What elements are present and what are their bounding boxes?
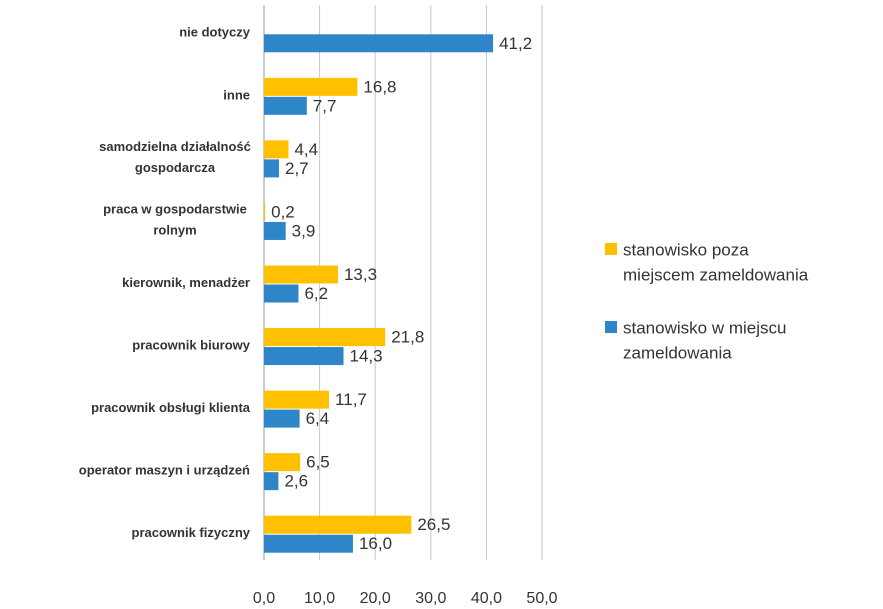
y-tick-label: nie dotyczy: [179, 25, 251, 40]
y-tick-label: operator maszyn i urządzeń: [79, 463, 250, 478]
y-tick-label: samodzielna działalność gospodarcza: [99, 139, 251, 175]
data-label: 7,7: [313, 96, 337, 115]
y-tick-label: pracownik fizyczny: [132, 525, 251, 540]
y-tick-label: kierownik, menadżer: [122, 275, 250, 290]
bar: [264, 202, 266, 221]
data-label: 16,0: [359, 534, 392, 553]
bar: [264, 265, 338, 284]
x-tick-label: 40,0: [471, 590, 502, 607]
bar: [264, 159, 280, 178]
bar: [264, 472, 279, 491]
bar: [264, 96, 307, 115]
data-label: 2,6: [284, 472, 308, 491]
legend-swatch: [605, 321, 617, 333]
bar: [264, 390, 330, 409]
bar: [264, 347, 344, 366]
bar: [264, 140, 289, 159]
bar: [264, 34, 494, 53]
x-tick-label: 20,0: [360, 590, 391, 607]
x-tick-label: 50,0: [526, 590, 557, 607]
data-label: 6,4: [306, 409, 330, 428]
data-label: 13,3: [344, 265, 377, 284]
x-tick-label: 0,0: [253, 590, 275, 607]
x-tick-label: 30,0: [415, 590, 446, 607]
y-tick-label: pracownik biurowy: [132, 337, 251, 352]
data-label: 11,7: [335, 390, 367, 409]
bar: [264, 221, 286, 240]
bar: [264, 515, 412, 534]
y-tick-label: inne: [223, 87, 250, 102]
data-label: 41,2: [499, 34, 532, 53]
data-label: 26,5: [417, 515, 450, 534]
legend-label: stanowisko w miejscu zameldowania: [623, 319, 786, 363]
data-label: 0,2: [271, 202, 295, 221]
data-label: 16,8: [363, 77, 396, 96]
bar: [264, 409, 300, 428]
data-label: 4,4: [294, 140, 318, 159]
data-label: 6,5: [306, 453, 330, 472]
data-label: 3,9: [292, 221, 316, 240]
data-label: 21,8: [391, 328, 424, 347]
bar: [264, 328, 386, 347]
y-tick-label: praca w gospodarstwie rolnym: [103, 202, 247, 238]
y-tick-label: pracownik obsługi klienta: [91, 400, 251, 415]
data-label: 14,3: [350, 347, 383, 366]
data-label: 6,2: [304, 284, 328, 303]
legend-swatch: [605, 243, 617, 255]
bar: [264, 77, 358, 96]
data-label: 2,7: [285, 159, 309, 178]
legend-label: stanowisko poza miejscem zameldowania: [623, 241, 809, 285]
x-tick-label: 10,0: [304, 590, 335, 607]
bar: [264, 453, 301, 472]
bar: [264, 534, 353, 553]
bar: [264, 284, 299, 303]
